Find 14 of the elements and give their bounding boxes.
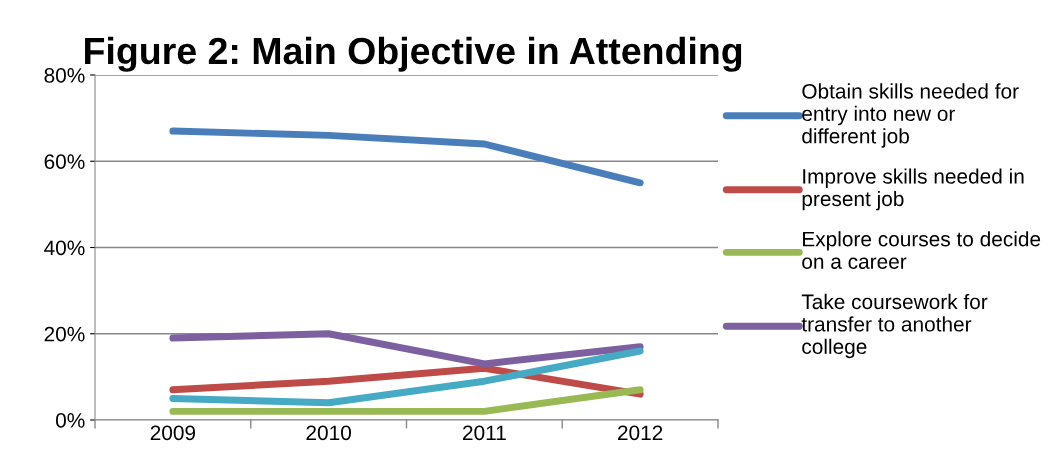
chart-title: Figure 2: Main Objective in Attending <box>85 36 742 72</box>
legend-label: Improve skills needed in present job <box>802 168 1024 211</box>
x-tick-label: 2011 <box>463 425 506 441</box>
x-tick-label: 2010 <box>306 425 351 441</box>
x-tick-label: 2012 <box>618 425 663 441</box>
legend-label: Take coursework for transfer to another college <box>801 293 988 359</box>
y-tick-label: 20% <box>44 326 85 342</box>
y-tick-label: 80% <box>44 68 85 83</box>
y-tick-label: 40% <box>44 240 85 256</box>
legend-label: Obtain skills needed for entry into new or different job <box>802 83 1019 148</box>
x-tick-label: 2009 <box>150 425 196 441</box>
y-tick-label: 60% <box>44 154 85 169</box>
legend-label: Explore courses to decide on a career <box>802 231 1041 269</box>
y-tick-label: 0% <box>55 413 85 428</box>
